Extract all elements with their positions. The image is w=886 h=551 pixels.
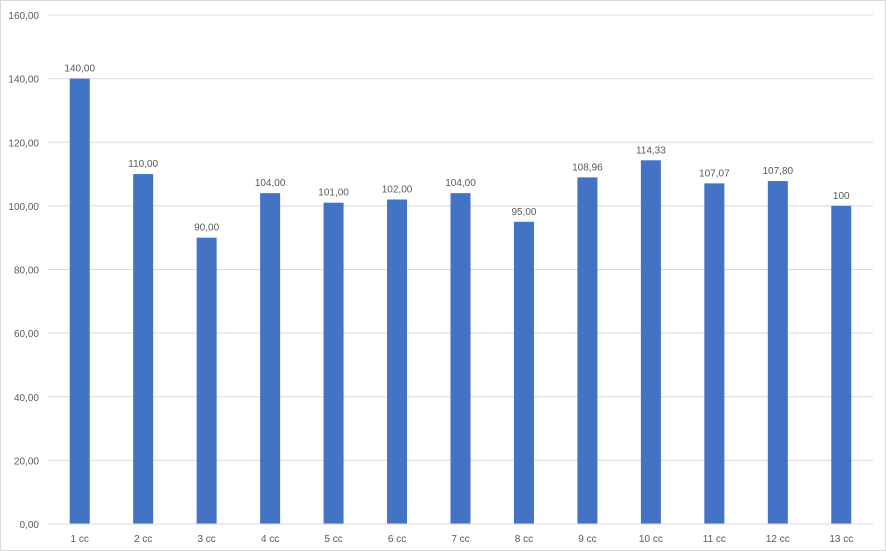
bar xyxy=(260,193,281,524)
data-label: 110,00 xyxy=(128,159,158,170)
x-category-label: 8 cc xyxy=(515,534,533,545)
bar xyxy=(640,160,661,524)
bar xyxy=(767,181,788,524)
data-label: 108,96 xyxy=(572,162,603,173)
x-category-label: 5 cc xyxy=(324,534,342,545)
x-category-label: 4 cc xyxy=(261,534,279,545)
data-label: 140,00 xyxy=(64,64,95,75)
bar xyxy=(196,237,217,524)
data-label: 95,00 xyxy=(511,207,536,218)
x-category-label: 3 cc xyxy=(197,534,215,545)
data-label: 101,00 xyxy=(318,188,349,199)
bar xyxy=(513,221,534,524)
data-labels: 140,00 110,00 90,00 104,00 101,00 102,00 104,0… xyxy=(64,64,850,234)
data-label: 107,07 xyxy=(699,168,730,179)
bar xyxy=(387,199,408,524)
y-tick-label: 60,00 xyxy=(14,329,39,340)
bar xyxy=(450,193,471,524)
x-category-label: 13 cc xyxy=(829,534,853,545)
bar xyxy=(704,183,725,525)
bar xyxy=(133,174,154,524)
x-category-label: 11 cc xyxy=(703,534,726,545)
y-tick-label: 120,00 xyxy=(8,138,39,149)
data-label: 90,00 xyxy=(194,223,219,234)
data-label: 104,00 xyxy=(255,178,286,189)
data-label: 100 xyxy=(833,191,850,202)
x-axis-category-labels: 1 cc 2 cc 3 cc 4 cc 5 cc 6 cc 7 cc 8 cc 9 cc 10 c… xyxy=(71,534,854,545)
data-label: 102,00 xyxy=(382,185,413,196)
y-tick-label: 80,00 xyxy=(14,266,39,277)
x-category-label: 1 cc xyxy=(71,534,89,545)
y-tick-label: 140,00 xyxy=(8,75,39,86)
y-tick-label: 40,00 xyxy=(14,393,39,404)
y-tick-label: 20,00 xyxy=(14,456,39,467)
x-category-label: 12 cc xyxy=(766,534,790,545)
x-category-label: 2 cc xyxy=(134,534,152,545)
x-category-label: 10 cc xyxy=(639,534,663,545)
x-category-label: 6 cc xyxy=(388,534,406,545)
y-tick-label: 100,00 xyxy=(8,202,39,213)
x-category-label: 9 cc xyxy=(578,534,596,545)
data-label: 104,00 xyxy=(445,178,476,189)
data-label: 107,80 xyxy=(763,166,794,177)
x-category-label: 7 cc xyxy=(451,534,469,545)
y-tick-label: 160,00 xyxy=(8,11,39,22)
bar xyxy=(577,177,598,524)
bars xyxy=(69,78,852,525)
bar xyxy=(831,205,852,524)
y-tick-label: 0,00 xyxy=(20,520,40,531)
bar xyxy=(69,78,90,524)
data-label: 114,33 xyxy=(636,145,666,156)
bar xyxy=(323,202,344,524)
y-axis-tick-labels: 0,00 20,00 40,00 60,00 80,00 100,00 120,00 140,… xyxy=(8,11,39,531)
